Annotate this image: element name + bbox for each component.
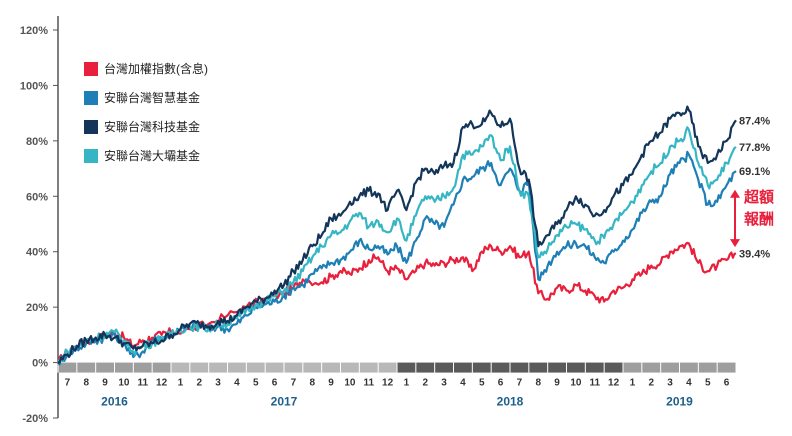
- y-tick-label: 120%: [20, 25, 48, 37]
- x-year-label: 2019: [666, 395, 693, 409]
- x-month-label: 8: [309, 378, 315, 389]
- legend-label: 台灣加權指數(含息): [104, 61, 208, 76]
- legend-swatch: [84, 62, 98, 76]
- x-month-label: 7: [291, 378, 297, 389]
- x-month-label: 12: [382, 378, 394, 389]
- excess-return-label-line1: 超額: [743, 188, 774, 206]
- legend-swatch: [84, 149, 98, 163]
- x-month-label: 2: [422, 378, 428, 389]
- y-tick-label: -20%: [22, 413, 48, 425]
- x-month-label: 4: [686, 378, 692, 389]
- y-tick-label: 80%: [26, 136, 48, 148]
- legend-swatch: [84, 91, 98, 105]
- x-month-label: 8: [535, 378, 541, 389]
- arrow-down-icon: [730, 239, 740, 248]
- x-month-label: 7: [517, 378, 523, 389]
- x-month-label: 11: [363, 378, 374, 389]
- legend-swatch: [84, 120, 98, 134]
- x-month-label: 3: [441, 378, 447, 389]
- legend-label: 安聯台灣智慧基金: [104, 90, 200, 105]
- x-month-label: 6: [724, 378, 730, 389]
- x-axis-month-band: 7 8 9 10 11 12 1 2 3 4 5 6 7 8 9 10 11 12 1 2 3 4 5 6 7 8 9 10 11 12 1…: [57, 362, 737, 409]
- x-month-label: 12: [608, 378, 620, 389]
- x-month-label: 10: [570, 378, 582, 389]
- x-year-label: 2018: [497, 395, 524, 409]
- x-month-label: 8: [83, 378, 89, 389]
- x-month-label: 10: [118, 378, 130, 389]
- x-month-label: 1: [404, 378, 410, 389]
- legend-label: 安聯台灣大壩基金: [104, 148, 200, 163]
- y-axis: 120% 100% 80% 60% 40% 20% 0% -20%: [20, 16, 59, 425]
- x-month-label: 5: [253, 378, 259, 389]
- x-month-label: 12: [156, 378, 168, 389]
- x-month-label: 2: [196, 378, 202, 389]
- x-month-label: 1: [178, 378, 184, 389]
- series-line: [57, 105, 737, 364]
- x-month-label: 1: [630, 378, 636, 389]
- y-tick-label: 100%: [20, 80, 48, 92]
- x-month-label: 6: [272, 378, 278, 389]
- end-value-label: 39.4%: [739, 248, 770, 260]
- x-month-label: 11: [589, 378, 600, 389]
- legend-label: 安聯台灣科技基金: [104, 119, 200, 134]
- x-month-label: 6: [498, 378, 504, 389]
- end-value-labels: 39.4% 69.1% 87.4% 77.8%: [739, 115, 770, 260]
- y-tick-label: 20%: [26, 302, 48, 314]
- arrow-up-icon: [730, 189, 740, 198]
- series-line: [56, 241, 737, 363]
- series-lines: [56, 105, 737, 366]
- x-month-label: 10: [344, 378, 356, 389]
- x-month-label: 2: [648, 378, 654, 389]
- end-value-label: 77.8%: [739, 142, 770, 154]
- x-year-label: 2016: [101, 395, 128, 409]
- x-month-label: 4: [460, 378, 466, 389]
- x-month-label: 9: [102, 378, 108, 389]
- y-tick-label: 40%: [26, 247, 48, 259]
- x-month-label: 5: [479, 378, 485, 389]
- x-year-label: 2017: [271, 395, 298, 409]
- x-month-label: 3: [667, 378, 673, 389]
- x-month-label: 3: [215, 378, 221, 389]
- x-month-label: 5: [705, 378, 711, 389]
- end-value-label: 69.1%: [739, 166, 770, 178]
- x-month-label: 9: [328, 378, 334, 389]
- x-month-label: 4: [234, 378, 240, 389]
- y-tick-label: 0%: [32, 358, 48, 370]
- x-month-label: 9: [554, 378, 560, 389]
- excess-return-label-line2: 報酬: [744, 210, 774, 228]
- end-value-label: 87.4%: [739, 115, 770, 127]
- x-month-label: 7: [65, 378, 71, 389]
- excess-return-annotation: 超額 報酬: [730, 188, 774, 248]
- y-tick-label: 60%: [26, 191, 48, 203]
- x-month-label: 11: [137, 378, 148, 389]
